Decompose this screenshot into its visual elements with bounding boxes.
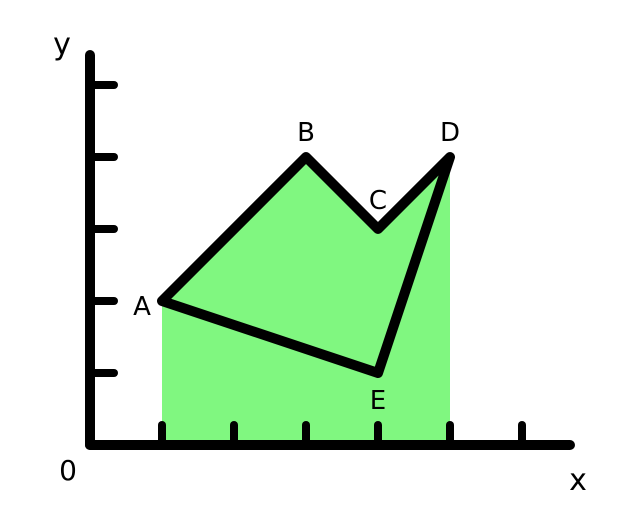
vertex-labels: A B C D E: [133, 118, 460, 416]
origin-label: 0: [59, 454, 77, 487]
y-axis-ticks: [86, 81, 118, 377]
vertex-label-b: B: [297, 118, 315, 148]
vertex-label-c: C: [369, 186, 387, 216]
x-axis-label: x: [569, 463, 587, 498]
vertex-label-e: E: [370, 386, 386, 416]
vertex-label-d: D: [440, 118, 460, 148]
polygon-outline-layer: [157, 152, 455, 378]
polygon-abcde: [157, 152, 455, 378]
axes: y x 0: [53, 27, 587, 498]
y-axis-label: y: [53, 27, 71, 62]
x-axis-ticks: [158, 421, 526, 449]
vertex-label-a: A: [133, 292, 151, 322]
